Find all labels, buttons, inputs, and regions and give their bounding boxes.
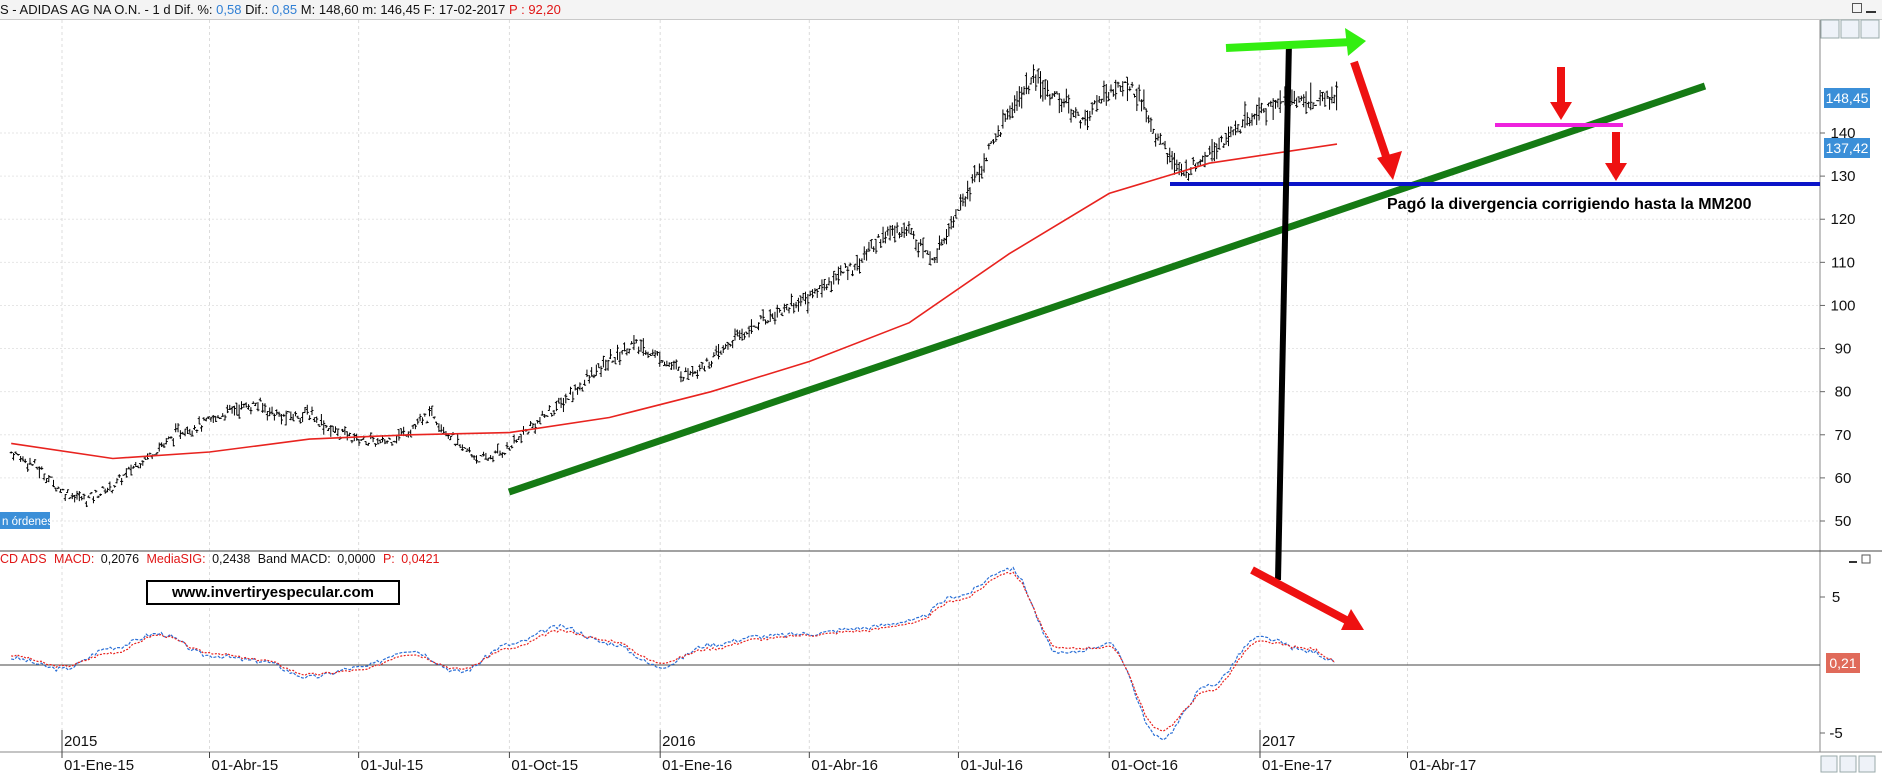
- sig-label: MediaSIG:: [147, 552, 206, 566]
- band-value: 0,0000: [337, 552, 375, 566]
- p-value: 92,20: [528, 2, 561, 17]
- date-value: 17-02-2017: [438, 2, 506, 17]
- ma200-line: [11, 143, 1338, 460]
- svg-text:n órdenes: n órdenes: [2, 516, 53, 528]
- indicator-name: CD ADS: [0, 552, 47, 566]
- red-arrow-small-icon[interactable]: [1550, 67, 1572, 120]
- y-tick-label: 120: [1830, 211, 1855, 228]
- min-value: 146,45: [380, 2, 421, 17]
- x-tick-label: 01-Oct-15: [511, 757, 578, 774]
- dif-pct-label: Dif. %:: [174, 2, 213, 17]
- settings-icon[interactable]: [1860, 19, 1880, 39]
- red-arrow-down-icon[interactable]: [1350, 60, 1402, 180]
- minimize-icon[interactable]: [1866, 3, 1876, 13]
- grid-icon[interactable]: [1839, 755, 1857, 773]
- price-y-ticks: 50 60 70 80 90 100 110 120 130 140: [1820, 125, 1856, 530]
- website-text: www.invertiryespecular.com: [171, 584, 374, 601]
- price-gridlines: [0, 132, 1820, 522]
- divergence-annotation: Pagó la divergencia corrigiendo hasta la…: [1387, 196, 1752, 213]
- header-text: S - ADIDAS AG NA O.N. - 1 d Dif. %: 0,58…: [0, 2, 561, 17]
- macd-p-label: P:: [383, 552, 395, 566]
- dif-pct-value: 0,58: [216, 2, 242, 17]
- red-arrow-macd-icon[interactable]: [1250, 566, 1364, 630]
- macd-tick-label: 5: [1832, 589, 1840, 606]
- max-value: 148,60: [318, 2, 359, 17]
- macd-value: 0,2076: [101, 552, 139, 566]
- price-series: [9, 64, 1339, 508]
- x-axis-ticks: 01-Ene-15 01-Abr-15 01-Jul-15 01-Oct-15 01-E…: [61, 730, 1476, 774]
- header-window-buttons: [1852, 3, 1876, 13]
- green-trendline[interactable]: [507, 82, 1707, 496]
- period: 1 d: [152, 2, 171, 17]
- macd-label: MACD:: [54, 552, 94, 566]
- dif-value: 0,85: [271, 2, 298, 17]
- y-tick-label: 100: [1830, 297, 1855, 314]
- svg-text:0,21: 0,21: [1829, 655, 1856, 671]
- year-label: 2016: [662, 733, 695, 750]
- sig-value: 0,2438: [212, 552, 250, 566]
- x-tick-label: 01-Jul-15: [361, 757, 424, 774]
- toolbar-right: [1820, 19, 1880, 773]
- y-tick-label: 60: [1835, 470, 1852, 487]
- macd-line: [11, 566, 1335, 741]
- x-tick-label: 01-Abr-16: [811, 757, 878, 774]
- website-box: [146, 580, 400, 605]
- last-price-label: 148,45: [1824, 88, 1870, 108]
- time-gridlines: [61, 20, 1408, 752]
- signal-line: [11, 571, 1335, 732]
- green-arrow-icon[interactable]: [1225, 28, 1366, 56]
- x-tick-label: 01-Ene-16: [662, 757, 732, 774]
- x-tick-label: 01-Ene-17: [1262, 757, 1332, 774]
- y-tick-label: 70: [1835, 427, 1852, 444]
- y-tick-label: 140: [1830, 125, 1855, 142]
- divergence-vertical-line[interactable]: [1275, 41, 1292, 581]
- macd-restore-icon[interactable]: [1861, 554, 1871, 564]
- x-tick-label: 01-Abr-17: [1409, 757, 1476, 774]
- svg-text:137,42: 137,42: [1826, 140, 1869, 156]
- macd-header: CD ADS MACD: 0,2076 MediaSIG: 0,2438 Ban…: [0, 552, 440, 566]
- layout-icon[interactable]: [1840, 19, 1860, 39]
- x-tick-label: 01-Oct-16: [1111, 757, 1178, 774]
- date-label: F:: [423, 2, 436, 17]
- dif-label: Dif.:: [245, 2, 269, 17]
- min-label: m:: [362, 2, 377, 17]
- p-label: P :: [509, 2, 525, 17]
- restore-icon[interactable]: [1852, 3, 1862, 13]
- band-label: Band MACD:: [258, 552, 331, 566]
- scale-icon[interactable]: [1820, 755, 1838, 773]
- max-label: M:: [300, 2, 316, 17]
- instrument-name: ADIDAS AG NA O.N.: [19, 2, 141, 17]
- ma200-price-label: 137,42: [1824, 138, 1870, 158]
- year-label: 2015: [64, 733, 97, 750]
- macd-value-label: 0,21: [1826, 653, 1860, 673]
- macd-p-value: 0,0421: [401, 552, 439, 566]
- macd-y-ticks: -5 5: [1820, 589, 1843, 742]
- year-label: 2017: [1262, 733, 1295, 750]
- price-panel: [0, 20, 1820, 551]
- header-prefix: S: [0, 2, 9, 17]
- chart-header: [0, 0, 1882, 20]
- red-arrow-target-icon[interactable]: [1605, 132, 1627, 181]
- y-tick-label: 80: [1835, 384, 1852, 401]
- svg-text:148,45: 148,45: [1826, 90, 1869, 106]
- orders-tag[interactable]: n órdenes: [0, 512, 53, 529]
- zoom-icon[interactable]: [1820, 19, 1840, 39]
- x-tick-label: 01-Jul-16: [960, 757, 1023, 774]
- y-tick-label: 50: [1835, 513, 1852, 530]
- y-tick-label: 130: [1830, 168, 1855, 185]
- macd-tick-label: -5: [1829, 725, 1842, 742]
- scroll-icon[interactable]: [1858, 755, 1876, 773]
- x-tick-label: 01-Abr-15: [211, 757, 278, 774]
- y-tick-label: 90: [1835, 341, 1852, 358]
- x-tick-label: 01-Ene-15: [64, 757, 134, 774]
- y-tick-label: 110: [1831, 254, 1855, 271]
